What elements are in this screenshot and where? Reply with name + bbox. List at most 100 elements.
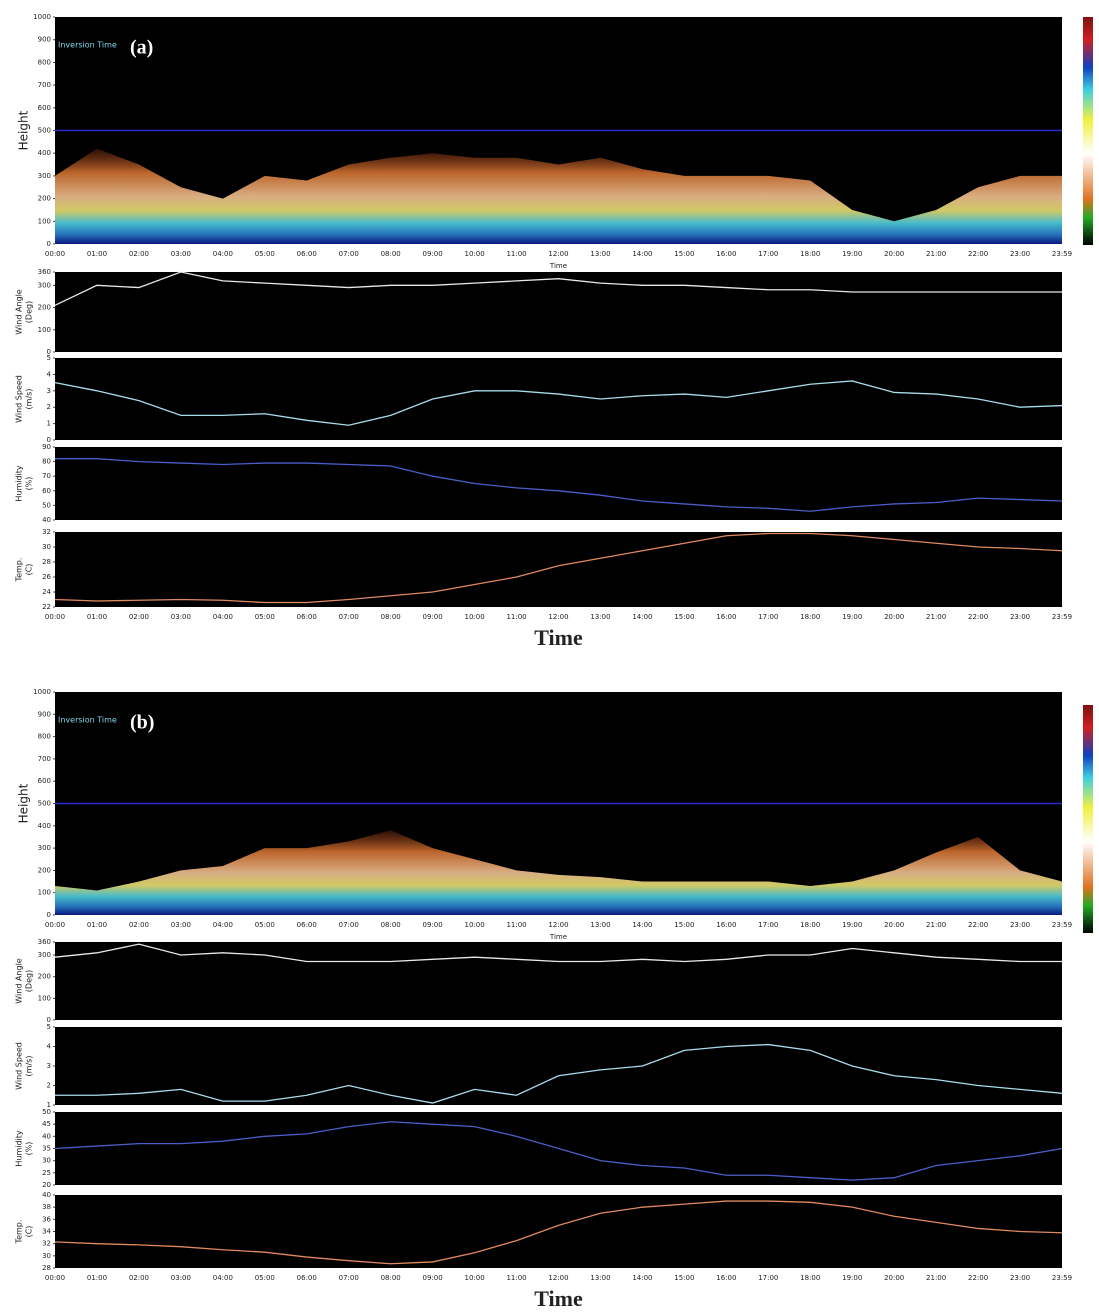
- y-tick-label: 400: [38, 149, 51, 157]
- y-tick-label: 300: [38, 281, 51, 289]
- x-tick-label: 02:00: [129, 250, 149, 258]
- x-tick-label: 05:00: [255, 250, 275, 258]
- y-tick-label: 36: [42, 1215, 51, 1223]
- x-tick-label: 14:00: [632, 250, 652, 258]
- x-tick-label: 07:00: [339, 921, 359, 929]
- series-line: [54, 271, 1062, 306]
- y-tick-label: 600: [38, 777, 51, 785]
- x-tick-label: 01:00: [87, 250, 107, 258]
- x-tick-label: 02:00: [129, 1274, 149, 1282]
- x-tick-label: 17:00: [758, 921, 778, 929]
- x-tick-label: 12:00: [548, 250, 568, 258]
- y-axis-label: Wind Angle: [15, 958, 24, 1003]
- series-line: [54, 532, 1063, 604]
- x-tick-label: 22:00: [968, 1274, 988, 1282]
- y-tick-label: 200: [38, 195, 51, 203]
- x-tick-label: 05:00: [255, 1274, 275, 1282]
- x-tick-label: 04:00: [213, 1274, 233, 1282]
- x-tick-label: 10:00: [464, 250, 484, 258]
- y-tick-label: 1: [47, 1101, 51, 1109]
- x-tick-label: 07:00: [339, 613, 359, 621]
- x-tick-label: 06:00: [297, 613, 317, 621]
- y-tick-label: 22: [42, 603, 51, 611]
- x-tick-label: 23:00: [1010, 1274, 1030, 1282]
- y-tick-label: 360: [38, 938, 51, 946]
- y-tick-label: 200: [38, 973, 51, 981]
- y-tick-label: 1000: [33, 13, 51, 21]
- x-tick-label: 21:00: [926, 1274, 946, 1282]
- x-tick-label: 00:00: [45, 613, 65, 621]
- x-tick-label: 11:00: [506, 250, 526, 258]
- x-tick-label: 20:00: [884, 613, 904, 621]
- y-axis-label: (Deg): [25, 301, 34, 323]
- y-tick-label: 400: [38, 822, 51, 830]
- series-line: [54, 380, 1063, 426]
- echo-area: [55, 830, 1062, 915]
- y-tick-label: 90: [42, 443, 51, 451]
- y-axis-label: (m/s): [25, 389, 34, 410]
- y-axis-label: (C): [25, 564, 34, 576]
- x-tick-label: 05:00: [255, 921, 275, 929]
- x-tick-label: 09:00: [423, 1274, 443, 1282]
- x-tick-label: 06:00: [297, 1274, 317, 1282]
- x-tick-label: 23:00: [1010, 613, 1030, 621]
- y-tick-label: 30: [42, 1157, 51, 1165]
- y-axis-label: Wind Speed: [15, 1042, 24, 1090]
- y-tick-label: 200: [38, 866, 51, 874]
- y-tick-label: 600: [38, 104, 51, 112]
- x-tick-label: 12:00: [548, 1274, 568, 1282]
- y-axis-label: (%): [25, 477, 34, 491]
- y-tick-label: 30: [42, 543, 51, 551]
- y-tick-label: 50: [42, 501, 51, 509]
- x-tick-label: 12:00: [548, 921, 568, 929]
- y-tick-label: 0: [47, 348, 51, 356]
- plot-area: [55, 272, 1062, 352]
- x-tick-label: 15:00: [674, 250, 694, 258]
- y-tick-label: 0: [47, 911, 51, 919]
- y-axis-label: Wind Speed: [15, 375, 24, 423]
- y-tick-label: 800: [38, 733, 51, 741]
- x-tick-label: 19:00: [842, 250, 862, 258]
- x-tick-label: 05:00: [255, 613, 275, 621]
- x-tick-label: 07:00: [339, 250, 359, 258]
- x-tick-label: 09:00: [423, 921, 443, 929]
- y-tick-label: 30: [42, 1252, 51, 1260]
- x-tick-label: 11:00: [506, 613, 526, 621]
- x-tick-label: 13:00: [590, 250, 610, 258]
- x-tick-label: 21:00: [926, 613, 946, 621]
- y-tick-label: 40: [42, 516, 51, 524]
- x-tick-label: 19:00: [842, 613, 862, 621]
- y-tick-label: 1000: [33, 688, 51, 696]
- x-tick-label: 16:00: [716, 1274, 736, 1282]
- y-tick-label: 28: [42, 558, 51, 566]
- x-tick-label: 18:00: [800, 613, 820, 621]
- x-tick-label: 17:00: [758, 250, 778, 258]
- y-tick-label: 300: [38, 951, 51, 959]
- x-tick-label: 21:00: [926, 250, 946, 258]
- x-tick-label: 15:00: [674, 613, 694, 621]
- echo-area: [55, 148, 1062, 244]
- y-tick-label: 35: [42, 1145, 51, 1153]
- y-tick-label: 100: [38, 994, 51, 1002]
- y-axis-label: (Deg): [25, 970, 34, 992]
- y-tick-label: 360: [38, 268, 51, 276]
- y-tick-label: 32: [42, 1240, 51, 1248]
- x-tick-label: 08:00: [381, 1274, 401, 1282]
- x-tick-label: 09:00: [423, 250, 443, 258]
- y-tick-label: 40: [42, 1191, 51, 1199]
- y-tick-label: 800: [38, 58, 51, 66]
- y-tick-label: 24: [42, 588, 51, 596]
- y-axis-label: Temp.: [15, 558, 24, 583]
- y-tick-label: 300: [38, 172, 51, 180]
- y-axis-label: Height: [17, 110, 31, 150]
- y-tick-label: 100: [38, 326, 51, 334]
- x-tick-label: 13:00: [590, 1274, 610, 1282]
- y-tick-label: 3: [47, 387, 51, 395]
- x-tick-label: 23:59: [1052, 921, 1072, 929]
- x-tick-label: 23:00: [1010, 250, 1030, 258]
- plot-area: [55, 447, 1062, 520]
- annotation: Inversion Time: [58, 41, 117, 50]
- y-tick-label: 45: [42, 1120, 51, 1128]
- x-tick-label: 06:00: [297, 921, 317, 929]
- x-tick-label: 20:00: [884, 250, 904, 258]
